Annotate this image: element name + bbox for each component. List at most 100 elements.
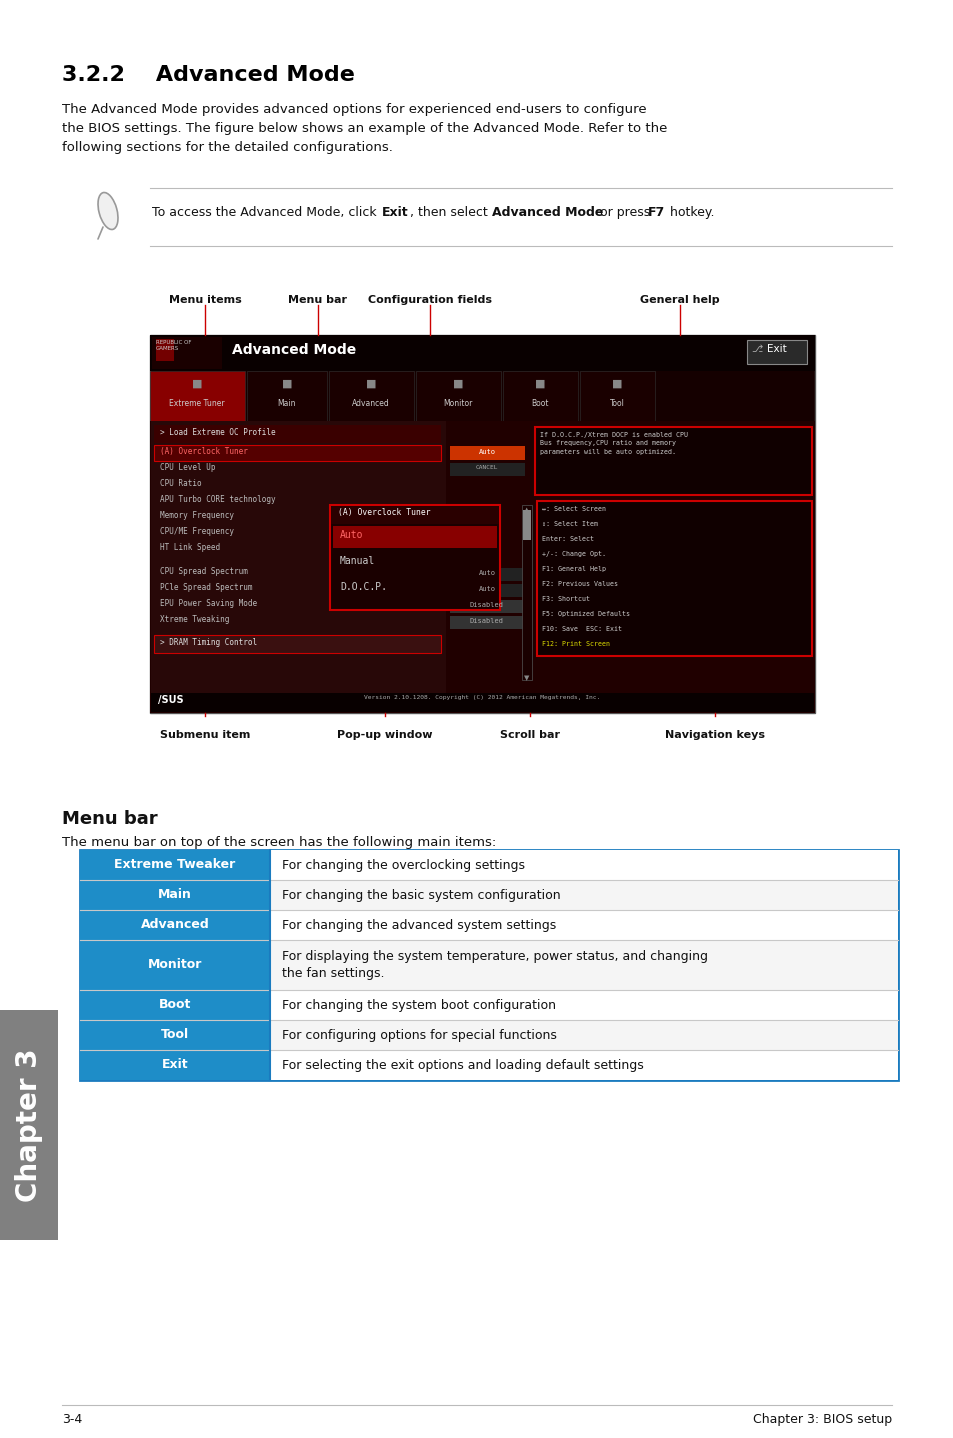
Bar (333, 552, 497, 574)
Bar (150, 335, 814, 713)
Text: For changing the system boot configuration: For changing the system boot configurati… (282, 998, 556, 1011)
Bar (80, 910, 270, 940)
Text: hotkey.: hotkey. (665, 206, 714, 219)
Text: Tool: Tool (161, 1028, 189, 1041)
Bar (450, 600, 524, 613)
Bar (450, 584, 524, 597)
Text: ▲: ▲ (524, 508, 529, 513)
Text: ■: ■ (611, 380, 621, 390)
Text: Boot: Boot (158, 998, 191, 1011)
Bar (0, 1009, 58, 1240)
Bar (502, 371, 578, 421)
Text: Advanced Mode: Advanced Mode (232, 344, 355, 357)
Text: Advanced Mode: Advanced Mode (492, 206, 602, 219)
Text: Xtreme Tweaking: Xtreme Tweaking (160, 615, 229, 624)
Bar (270, 910, 897, 940)
Text: Configuration fields: Configuration fields (368, 295, 492, 305)
Text: For displaying the system temperature, power status, and changing
the fan settin: For displaying the system temperature, p… (282, 951, 707, 981)
Bar (270, 940, 897, 989)
Bar (80, 880, 270, 910)
Text: For changing the advanced system settings: For changing the advanced system setting… (282, 919, 556, 932)
Text: For changing the basic system configuration: For changing the basic system configurat… (282, 889, 560, 902)
Text: Navigation keys: Navigation keys (664, 731, 764, 741)
Text: F2: Previous Values: F2: Previous Values (541, 581, 618, 587)
Text: ■: ■ (281, 380, 292, 390)
Text: F10: Save  ESC: Exit: F10: Save ESC: Exit (541, 626, 621, 631)
Text: Exit: Exit (161, 1058, 188, 1071)
Bar (80, 1050, 270, 1080)
Bar (80, 1020, 270, 1050)
Text: The menu bar on top of the screen has the following main items:: The menu bar on top of the screen has th… (62, 835, 496, 848)
Bar (333, 578, 497, 600)
Text: Extreme Tuner: Extreme Tuner (169, 398, 225, 408)
Bar (416, 371, 500, 421)
Text: Menu bar: Menu bar (62, 810, 157, 828)
Text: Version 2.10.1208. Copyright (C) 2012 American Megatrends, Inc.: Version 2.10.1208. Copyright (C) 2012 Am… (363, 695, 599, 700)
Text: F5: Optimized Defaults: F5: Optimized Defaults (541, 611, 629, 617)
Text: APU Turbo CORE technology: APU Turbo CORE technology (160, 495, 275, 503)
Text: /SUS: /SUS (158, 695, 183, 705)
Bar (333, 526, 497, 548)
Text: To access the Advanced Mode, click: To access the Advanced Mode, click (152, 206, 380, 219)
Text: For changing the overclocking settings: For changing the overclocking settings (282, 858, 524, 871)
Text: Enter: Select: Enter: Select (541, 536, 594, 542)
Text: ↔: Select Screen: ↔: Select Screen (541, 506, 605, 512)
Bar (150, 421, 814, 713)
Text: CANCEL: CANCEL (476, 464, 497, 470)
Text: F1: General Help: F1: General Help (541, 567, 605, 572)
Text: Extreme Tweaker: Extreme Tweaker (114, 858, 235, 871)
Text: or press: or press (596, 206, 654, 219)
Text: (A) Overclock Tuner: (A) Overclock Tuner (337, 508, 430, 518)
Ellipse shape (98, 193, 118, 230)
Text: ■: ■ (192, 380, 202, 390)
Bar (579, 371, 655, 421)
Text: Tool: Tool (609, 398, 624, 408)
Text: Auto: Auto (478, 449, 495, 454)
Text: Exit: Exit (766, 344, 786, 354)
Text: Memory Frequency: Memory Frequency (160, 510, 233, 521)
Text: F12: Print Screen: F12: Print Screen (541, 641, 609, 647)
Bar (450, 463, 524, 476)
Text: CPU/ME Frequency: CPU/ME Frequency (160, 526, 233, 536)
Text: ▼: ▼ (524, 674, 529, 682)
Text: Manual: Manual (339, 557, 375, 567)
Bar (331, 506, 498, 523)
Bar (270, 850, 897, 880)
Text: Disabled: Disabled (470, 618, 503, 624)
Text: Advanced: Advanced (352, 398, 390, 408)
Bar (535, 427, 811, 495)
Bar (153, 426, 440, 443)
Text: General help: General help (639, 295, 720, 305)
Bar (247, 371, 327, 421)
Bar (522, 510, 531, 541)
Bar (153, 444, 440, 462)
Text: ■: ■ (535, 380, 545, 390)
Bar (450, 446, 524, 460)
Text: Monitor: Monitor (148, 959, 202, 972)
Text: If D.O.C.P./Xtrem DOCP is enabled CPU
Bus frequency,CPU ratio and memory
paramet: If D.O.C.P./Xtrem DOCP is enabled CPU Bu… (539, 431, 687, 454)
Text: , then select: , then select (410, 206, 491, 219)
Text: CPU Spread Spectrum: CPU Spread Spectrum (160, 567, 248, 577)
Text: Auto: Auto (478, 587, 495, 592)
Text: HT Link Speed: HT Link Speed (160, 544, 220, 552)
Bar (450, 568, 524, 581)
Bar (150, 371, 245, 421)
Text: Submenu item: Submenu item (160, 731, 250, 741)
Bar (330, 505, 499, 610)
Bar (270, 1050, 897, 1080)
Bar (80, 940, 270, 989)
Text: F7: F7 (647, 206, 664, 219)
Text: Scroll bar: Scroll bar (499, 731, 559, 741)
Text: EPU Power Saving Mode: EPU Power Saving Mode (160, 600, 257, 608)
Text: F3: Shortcut: F3: Shortcut (541, 595, 589, 603)
Bar (80, 850, 897, 1080)
Bar (80, 989, 270, 1020)
Bar (537, 500, 811, 656)
Text: Pop-up window: Pop-up window (337, 731, 433, 741)
Text: PCle Spread Spectrum: PCle Spread Spectrum (160, 582, 253, 592)
Bar (150, 335, 814, 371)
Text: Monitor: Monitor (443, 398, 472, 408)
Text: (A) Overclock Tuner: (A) Overclock Tuner (160, 447, 248, 456)
Text: ↕: Select Item: ↕: Select Item (541, 521, 598, 526)
Text: The Advanced Mode provides advanced options for experienced end-users to configu: The Advanced Mode provides advanced opti… (62, 104, 667, 154)
